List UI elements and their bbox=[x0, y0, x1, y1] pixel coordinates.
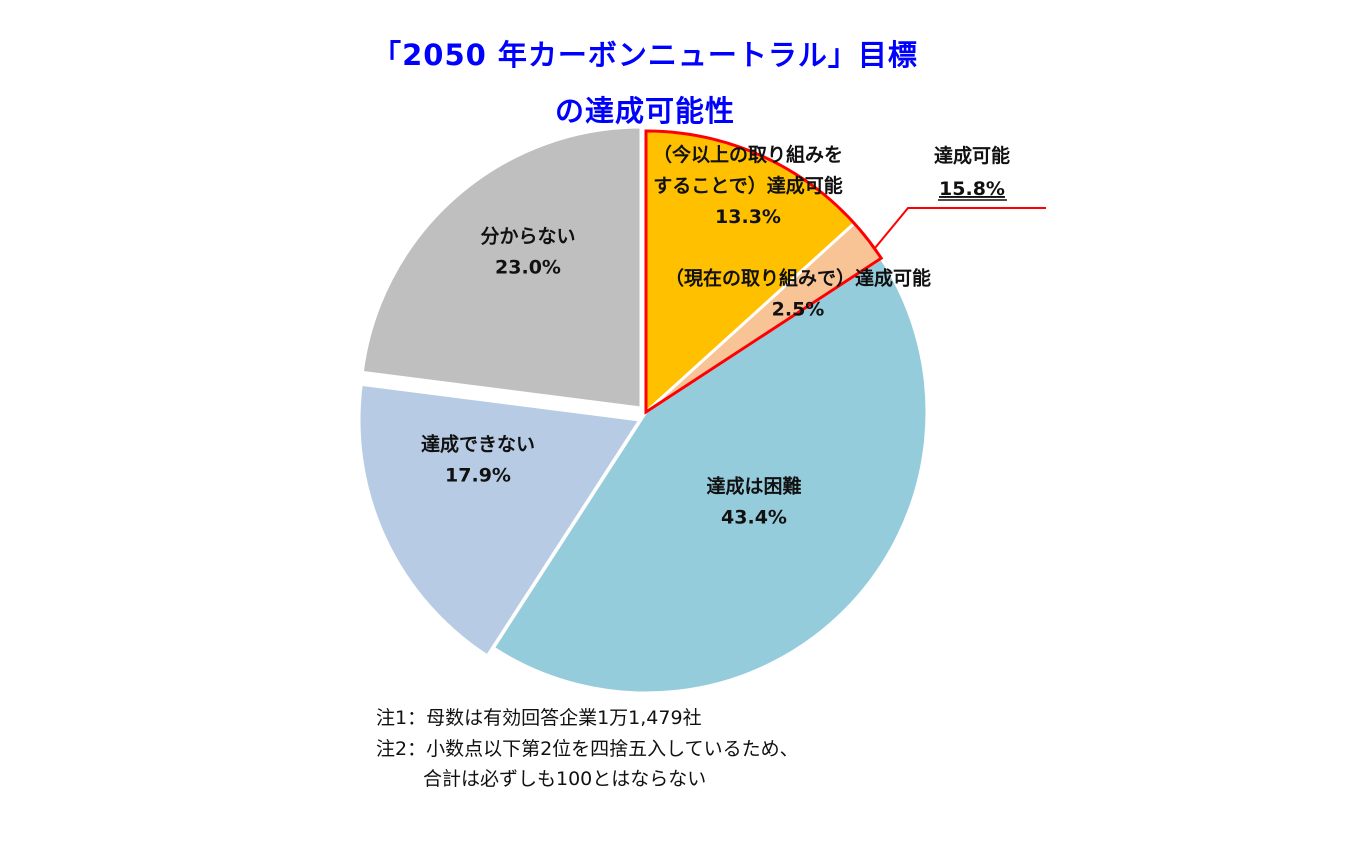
slice-label-0: （今以上の取り組みを bbox=[653, 143, 843, 166]
note-3: 合計は必ずしも100とはならない bbox=[423, 768, 707, 790]
slice-value-4: 23.0% bbox=[495, 257, 561, 279]
slice-value-0: 13.3% bbox=[715, 206, 781, 228]
slice-label-4: 分からない bbox=[480, 226, 575, 248]
slice-value-1: 2.5% bbox=[772, 299, 825, 321]
pie-slice-2 bbox=[491, 256, 929, 695]
slice-value-3: 17.9% bbox=[445, 465, 511, 487]
slice-label-0: することで）達成可能 bbox=[653, 174, 842, 197]
chart-title-line2: の達成可能性 bbox=[554, 94, 735, 128]
slice-value-2: 43.4% bbox=[721, 507, 787, 529]
slice-label-3: 達成できない bbox=[421, 433, 535, 456]
pie-slice-4 bbox=[360, 125, 643, 410]
callout-leader-line bbox=[874, 207, 1046, 249]
pie-slices bbox=[357, 125, 929, 695]
callout: 達成可能 15.8% bbox=[874, 144, 1046, 249]
note-1: 注1：母数は有効回答企業1万1,479社 bbox=[376, 707, 702, 729]
highlight-border bbox=[644, 129, 884, 415]
pie-slice-3 bbox=[357, 382, 643, 658]
slice-label-1: （現在の取り組みで）達成可能 bbox=[665, 267, 931, 290]
note-2: 注2：小数点以下第2位を四捨五入しているため、 bbox=[376, 738, 799, 760]
slice-label-2: 達成は困難 bbox=[706, 475, 801, 498]
highlight-outline bbox=[644, 129, 884, 415]
callout-label: 達成可能 bbox=[934, 144, 1010, 167]
chart-title-line1: 「2050 年カーボンニュートラル」目標 bbox=[372, 38, 918, 72]
callout-value: 15.8% bbox=[939, 178, 1005, 200]
